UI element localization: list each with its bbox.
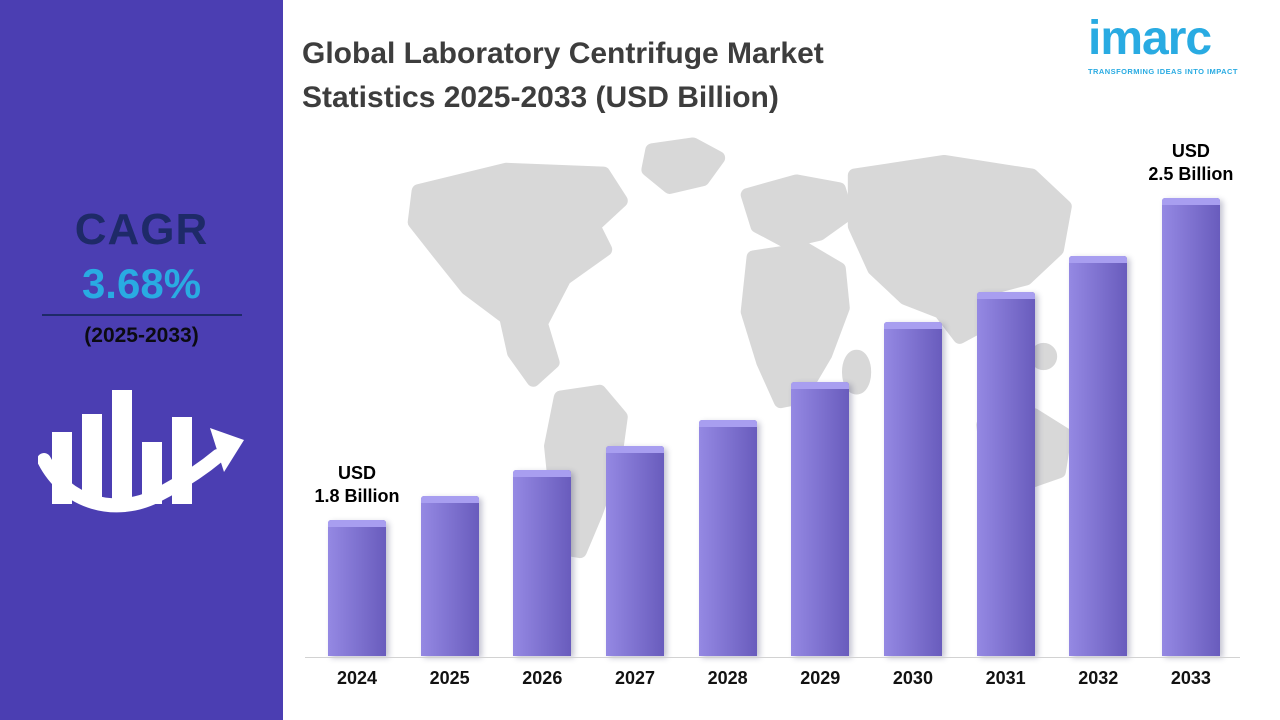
world-map <box>407 137 1072 559</box>
x-axis-line <box>305 657 1240 658</box>
x-tick-2028: 2028 <box>707 668 748 688</box>
x-tick-2026: 2026 <box>522 668 563 688</box>
x-tick-2032: 2032 <box>1078 668 1119 688</box>
bar-2025 <box>420 496 479 656</box>
bar-chart: 2024 USD 1.8 Billion 2025 2026 2027 2028 2029 20… <box>314 141 1233 688</box>
bar-2033 <box>1161 198 1220 656</box>
page-title: Global Laboratory Centrifuge Market Stat… <box>302 32 824 120</box>
value-label-2033: USD 2.5 Billion <box>1148 141 1234 184</box>
imarc-logo: imarc TRANSFORMING IDEAS INTO IMPACT <box>1088 12 1250 76</box>
bar-column-2025: 2025 <box>420 150 479 688</box>
bar-column-2030: 2030 <box>883 150 942 688</box>
bar-column-2031: 2031 <box>976 150 1035 688</box>
bar-2028 <box>698 420 757 656</box>
cagr-label: CAGR <box>74 205 209 254</box>
x-tick-2033: 2033 <box>1170 668 1211 688</box>
bar-column-2026: 2026 <box>513 150 572 688</box>
page-title-line1: Global Laboratory Centrifuge Market <box>302 37 824 70</box>
x-tick-2027: 2027 <box>614 668 655 688</box>
bar-column-2028: 2028 <box>698 150 757 688</box>
page-title-line2: Statistics 2025-2033 (USD Billion) <box>302 81 779 114</box>
divider <box>42 314 242 316</box>
bar-column-2032: 2032 <box>1069 150 1128 688</box>
x-tick-2029: 2029 <box>800 668 841 688</box>
bar-2029 <box>791 382 850 656</box>
x-tick-2031: 2031 <box>985 668 1026 688</box>
logo-wordmark: imarc <box>1088 12 1212 65</box>
bar-2026 <box>513 470 572 656</box>
bar-2027 <box>605 446 664 656</box>
x-tick-2030: 2030 <box>892 668 933 688</box>
bar-2024 <box>328 520 386 656</box>
bar-column-2027: 2027 <box>605 150 664 688</box>
cagr-value: 3.68% <box>81 260 202 307</box>
bar-column-2029: 2029 <box>791 150 850 688</box>
growth-chart-icon <box>37 362 248 532</box>
bar-column-2024: 2024 USD 1.8 Billion <box>314 150 399 688</box>
cagr-period: (2025-2033) <box>84 324 199 347</box>
sidebar: CAGR 3.68% (2025-2033) <box>0 0 283 720</box>
bar-2031 <box>976 292 1035 656</box>
logo-tagline: TRANSFORMING IDEAS INTO IMPACT <box>1088 67 1238 76</box>
bar-2030 <box>883 322 942 656</box>
bar-2032 <box>1069 256 1128 656</box>
bar-column-2033: 2033 USD 2.5 Billion <box>1148 141 1233 688</box>
x-tick-2025: 2025 <box>429 668 470 688</box>
value-label-2024: USD 1.8 Billion <box>314 463 400 506</box>
x-tick-2024: 2024 <box>336 668 378 688</box>
